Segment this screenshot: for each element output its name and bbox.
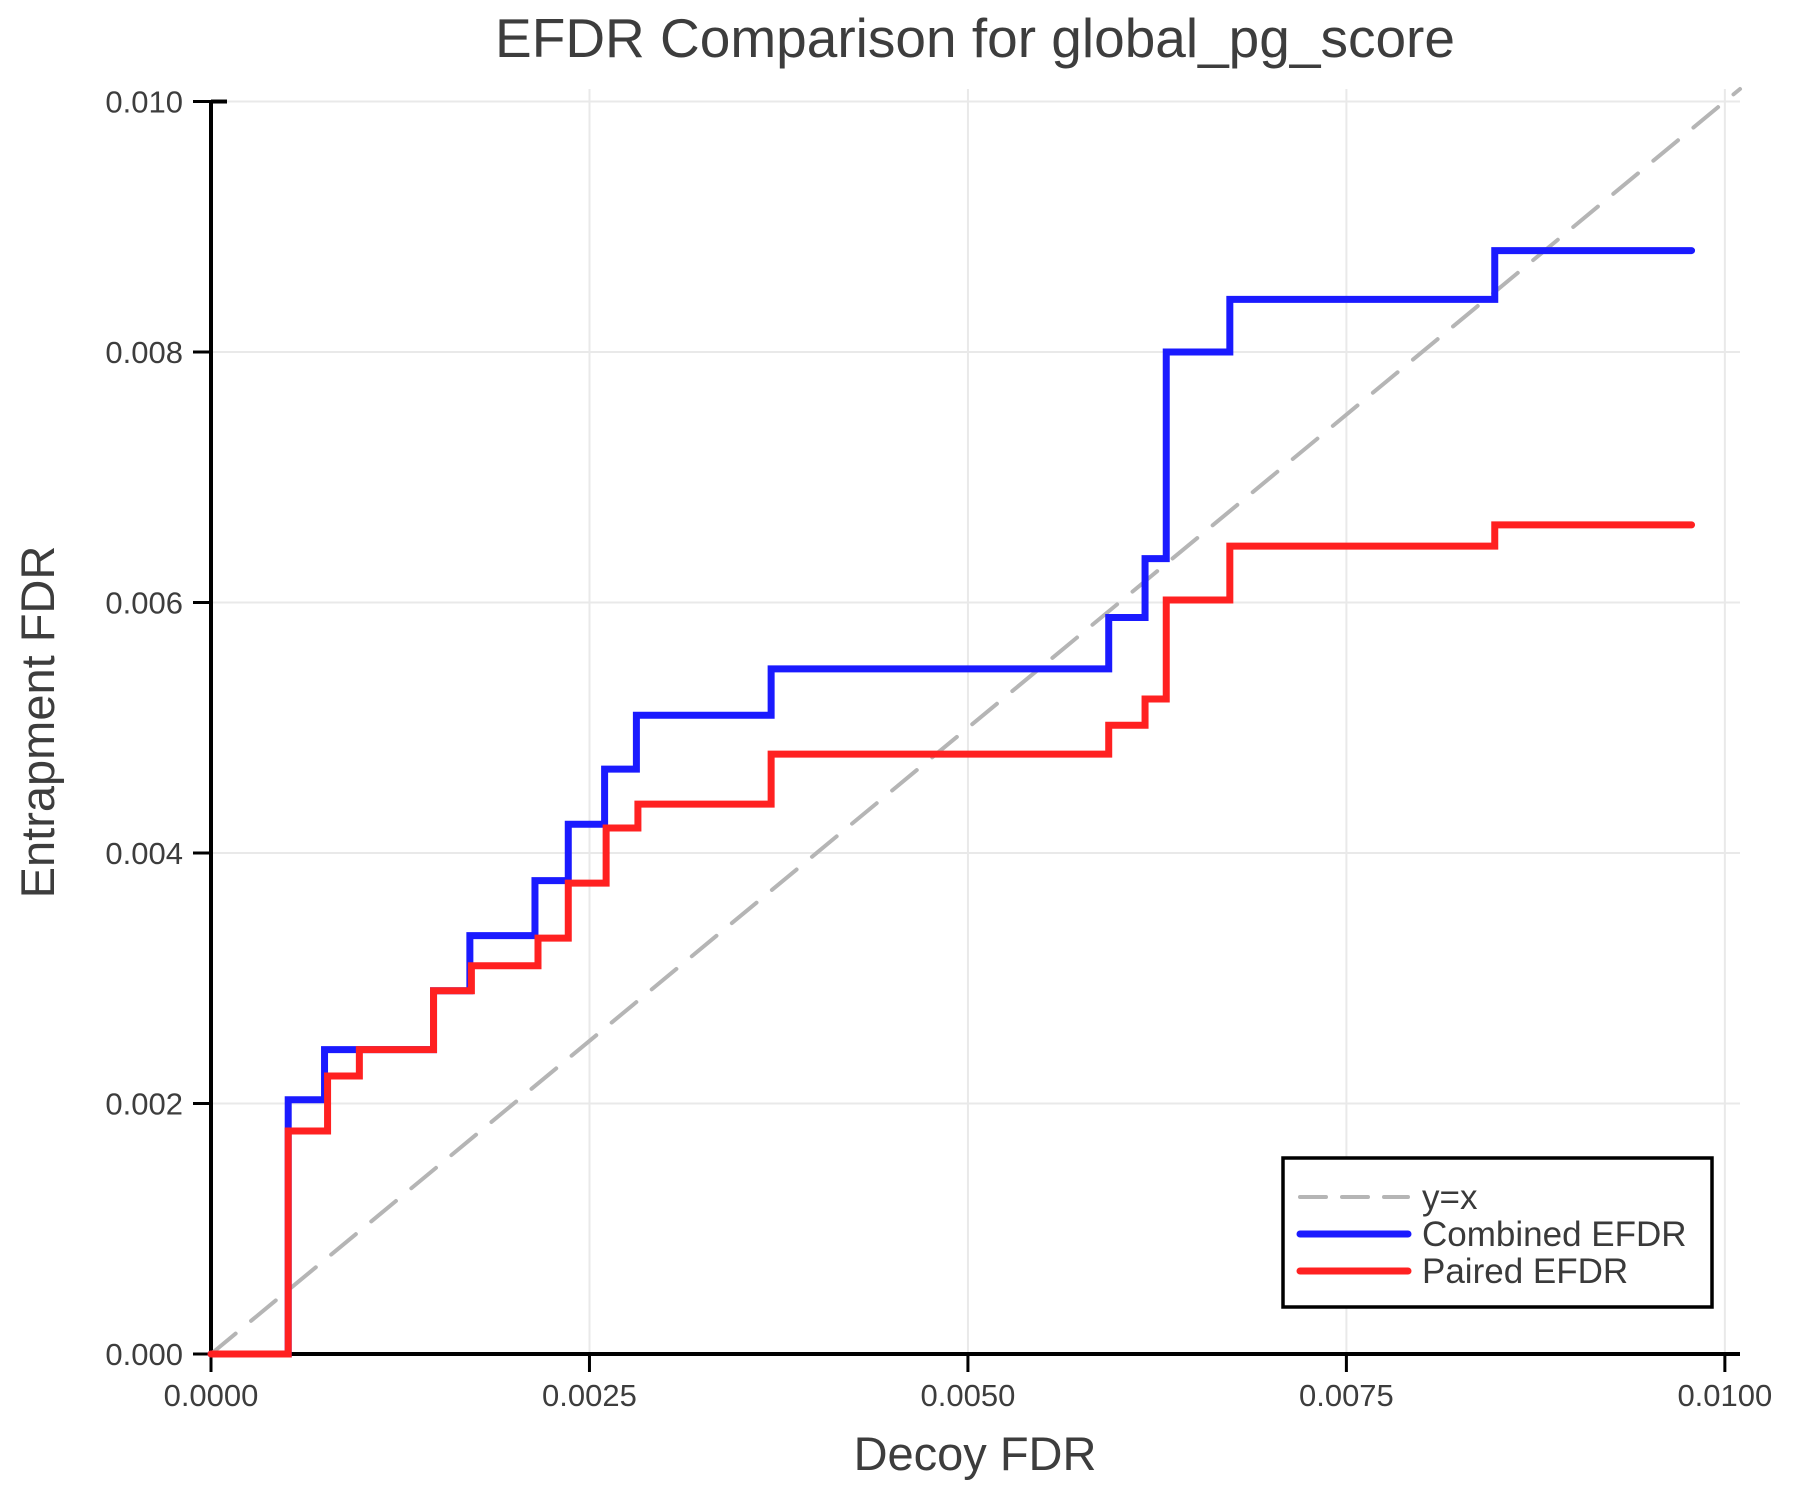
x-tick-label: 0.0025 — [542, 1378, 637, 1413]
paired-efdr-line — [207, 521, 1696, 1358]
x-tick-label: 0.0075 — [1299, 1378, 1394, 1413]
legend-label: Paired EFDR — [1422, 1252, 1628, 1291]
y-tick-label: 0.002 — [105, 1087, 183, 1122]
legend-label: y=x — [1422, 1178, 1478, 1217]
x-tick-label: 0.0050 — [921, 1378, 1016, 1413]
y-tick-label: 0.006 — [105, 586, 183, 621]
y-tick-label: 0.008 — [105, 335, 183, 370]
legend-label: Combined EFDR — [1422, 1215, 1687, 1254]
y-tick-label: 0.010 — [105, 85, 183, 120]
y-tick-label: 0.000 — [105, 1337, 183, 1372]
y-tick-label: 0.004 — [105, 836, 183, 871]
x-tick-label: 0.0000 — [164, 1378, 259, 1413]
x-tick-label: 0.0100 — [1677, 1378, 1772, 1413]
chart-title: EFDR Comparison for global_pg_score — [495, 7, 1455, 69]
y-x-line — [209, 87, 1742, 1356]
y-axis-label: Entrapment FDR — [11, 545, 65, 899]
x-axis-label: Decoy FDR — [853, 1427, 1097, 1480]
